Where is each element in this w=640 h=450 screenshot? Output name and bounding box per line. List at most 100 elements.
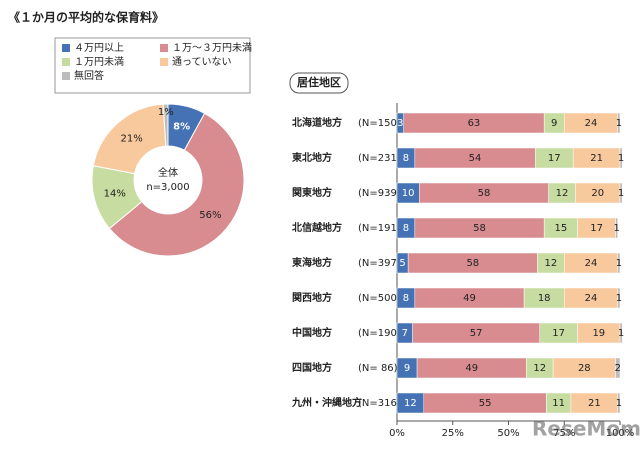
bar-value-label: 17 — [548, 153, 561, 164]
bar-value-label: 7 — [402, 328, 408, 339]
bar-value-label: 1 — [618, 328, 624, 339]
sample-size: (N=191) — [358, 223, 401, 234]
legend-label: 通っていない — [172, 56, 232, 68]
category-label: 北信越地方 — [292, 221, 342, 234]
bar-value-label: 9 — [404, 363, 410, 374]
category-label: 中国地方 — [292, 326, 332, 339]
bar-value-label: 8 — [403, 223, 409, 234]
bar-value-label: 19 — [592, 328, 605, 339]
bar-value-label: 54 — [469, 153, 482, 164]
bar-value-label: 8 — [403, 153, 409, 164]
category-label: 東海地方 — [292, 256, 332, 269]
legend-swatch — [160, 58, 168, 66]
category-label: 関東地方 — [292, 186, 332, 199]
bar-value-label: 28 — [578, 363, 591, 374]
slice-label: 1% — [158, 107, 174, 118]
bar-value-label: 17 — [552, 328, 565, 339]
legend-swatch — [62, 72, 70, 80]
bar-value-label: 63 — [468, 118, 481, 129]
bar-segment — [617, 252, 621, 274]
sample-size: (N=500) — [358, 293, 401, 304]
bar-value-label: 10 — [402, 188, 415, 199]
bar-value-label: 11 — [552, 398, 565, 409]
sample-size: (N=939) — [358, 188, 401, 199]
x-tick-label: 25% — [442, 428, 464, 439]
group-label: 居住地区 — [297, 75, 341, 89]
legend-label: 無回答 — [74, 69, 104, 82]
bar-value-label: 1 — [616, 118, 622, 129]
bar-segment — [615, 357, 621, 379]
x-tick-label: 100% — [606, 428, 635, 439]
bar-value-label: 1 — [618, 188, 624, 199]
bar-value-label: 1 — [616, 258, 622, 269]
bar-value-label: 5 — [399, 258, 405, 269]
x-tick-label: 50% — [497, 428, 519, 439]
bar-value-label: 24 — [585, 293, 598, 304]
bar-value-label: 58 — [473, 223, 486, 234]
bar-value-label: 58 — [466, 258, 479, 269]
x-tick-label: 0% — [389, 428, 405, 439]
bar-value-label: 24 — [585, 118, 598, 129]
bar-value-label: 24 — [585, 258, 598, 269]
donut-slice — [108, 112, 245, 257]
bar-value-label: 49 — [463, 293, 476, 304]
sample-size: (N=231) — [358, 153, 401, 164]
bar-value-label: 2 — [615, 363, 621, 374]
bar-value-label: 1 — [613, 223, 619, 234]
group-label-box — [289, 72, 349, 94]
legend-box — [54, 37, 251, 94]
legend-label: ４万円以上 — [74, 42, 124, 54]
center-label: 全体 — [158, 166, 178, 179]
bar-segment — [615, 217, 619, 239]
bar-value-label: 12 — [545, 258, 558, 269]
bar-segment — [619, 147, 623, 169]
bar-value-label: 15 — [555, 223, 568, 234]
bar-value-label: 1 — [616, 398, 622, 409]
bar-value-label: 58 — [478, 188, 491, 199]
bar-value-label: 21 — [588, 398, 601, 409]
category-label: 東北地方 — [292, 151, 332, 164]
page-title: 《１か月の平均的な保育料》 — [8, 10, 164, 25]
x-tick-label: 75% — [553, 428, 575, 439]
bar-value-label: 57 — [470, 328, 483, 339]
donut-slice — [162, 103, 169, 147]
bar-value-label: 3 — [397, 118, 403, 129]
category-label: 四国地方 — [292, 361, 332, 374]
slice-label: 21% — [121, 134, 143, 145]
legend-swatch — [62, 58, 70, 66]
bar-value-label: 12 — [404, 398, 417, 409]
category-label: 関西地方 — [292, 291, 332, 304]
bar-value-label: 1 — [616, 293, 622, 304]
sample-size: (N=316) — [358, 398, 401, 409]
bar-value-label: 18 — [538, 293, 551, 304]
center-label: n=3,000 — [146, 182, 189, 193]
slice-label: 8% — [173, 122, 190, 133]
bar-value-label: 17 — [590, 223, 603, 234]
bar-value-label: 20 — [591, 188, 604, 199]
sample-size: (N=190) — [358, 328, 401, 339]
sample-size: (N=150) — [358, 118, 401, 129]
bar-segment — [617, 392, 621, 414]
sample-size: (N=397) — [358, 258, 401, 269]
bar-value-label: 49 — [465, 363, 478, 374]
bar-segment — [617, 287, 621, 309]
bar-value-label: 1 — [618, 153, 624, 164]
slice-label: 56% — [199, 210, 221, 221]
legend-label: １万～３万円未満 — [172, 42, 252, 54]
bar-value-label: 9 — [551, 118, 557, 129]
bar-segment — [619, 182, 623, 204]
legend-label: １万円未満 — [74, 56, 124, 68]
bar-value-label: 8 — [403, 293, 409, 304]
sample-size: (N= 86) — [358, 363, 398, 374]
bar-value-label: 21 — [590, 153, 603, 164]
legend-swatch — [160, 44, 168, 52]
bar-value-label: 12 — [533, 363, 546, 374]
bar-value-label: 55 — [479, 398, 492, 409]
watermark: ReseMom — [532, 417, 640, 441]
bar-segment — [619, 322, 623, 344]
slice-label: 14% — [104, 189, 126, 200]
category-label: 北海道地方 — [292, 116, 342, 129]
bar-segment — [617, 112, 621, 134]
